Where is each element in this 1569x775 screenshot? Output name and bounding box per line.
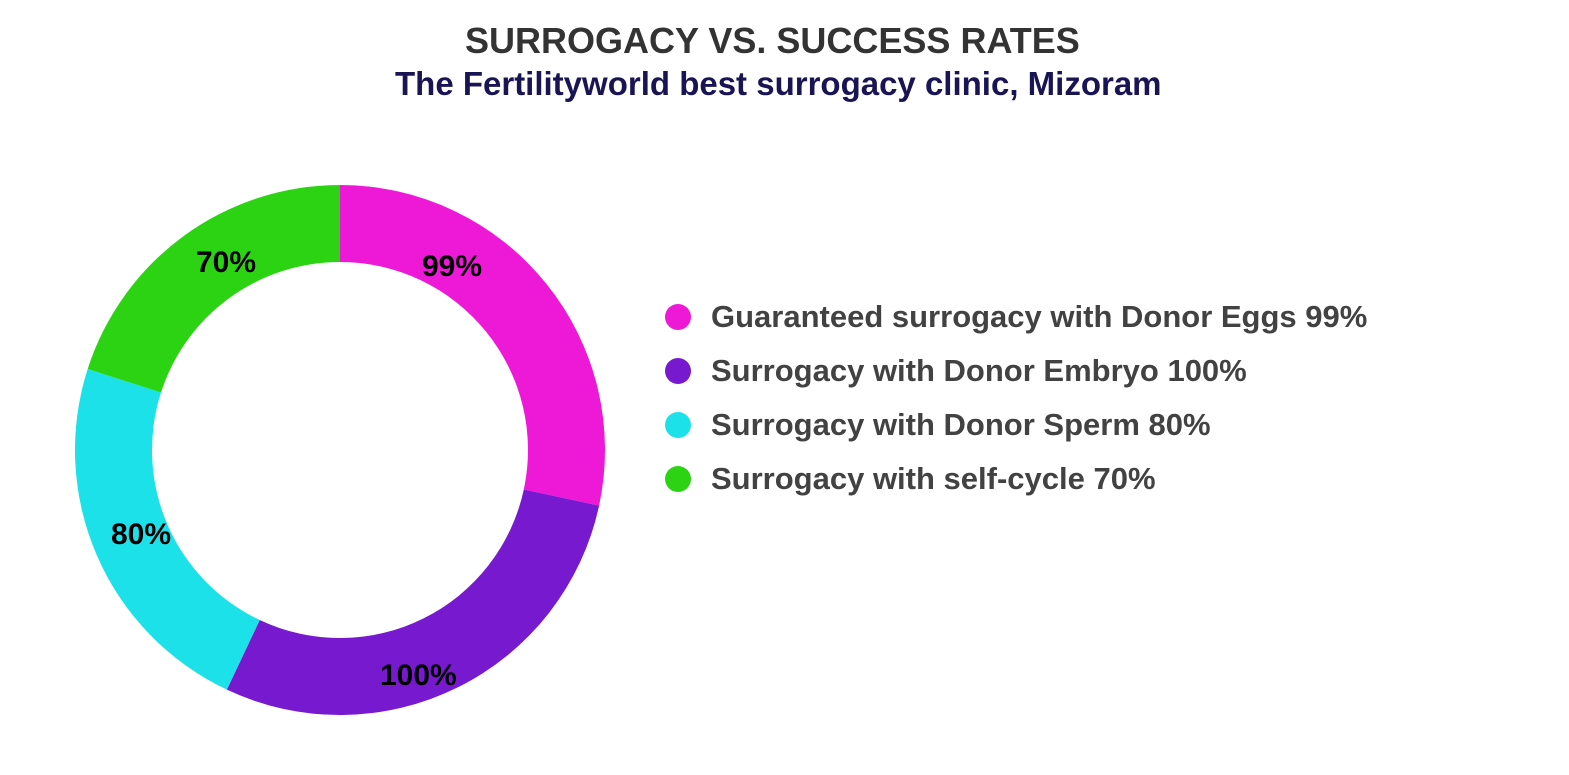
legend-item: Surrogacy with Donor Sperm 80% bbox=[665, 400, 1367, 450]
legend-label: Surrogacy with Donor Sperm 80% bbox=[711, 407, 1211, 443]
donut-slice-label: 99% bbox=[422, 250, 482, 284]
donut-slice-label: 70% bbox=[196, 246, 256, 280]
chart-legend: Guaranteed surrogacy with Donor Eggs 99%… bbox=[665, 292, 1367, 508]
legend-item: Guaranteed surrogacy with Donor Eggs 99% bbox=[665, 292, 1367, 342]
legend-dot-icon bbox=[665, 466, 691, 492]
legend-item: Surrogacy with self-cycle 70% bbox=[665, 454, 1367, 504]
legend-label: Surrogacy with Donor Embryo 100% bbox=[711, 353, 1247, 389]
donut-slice-label: 80% bbox=[111, 518, 171, 552]
legend-label: Guaranteed surrogacy with Donor Eggs 99% bbox=[711, 299, 1367, 335]
legend-label: Surrogacy with self-cycle 70% bbox=[711, 461, 1156, 497]
donut-slice bbox=[340, 185, 605, 506]
chart-title: SURROGACY VS. SUCCESS RATES bbox=[465, 20, 1080, 62]
donut-chart bbox=[73, 183, 607, 717]
legend-item: Surrogacy with Donor Embryo 100% bbox=[665, 346, 1367, 396]
legend-dot-icon bbox=[665, 358, 691, 384]
donut-svg bbox=[73, 183, 607, 717]
donut-slice bbox=[88, 185, 340, 393]
chart-subtitle: The Fertilityworld best surrogacy clinic… bbox=[395, 65, 1162, 103]
legend-dot-icon bbox=[665, 412, 691, 438]
donut-slice-label: 100% bbox=[380, 659, 457, 693]
legend-dot-icon bbox=[665, 304, 691, 330]
